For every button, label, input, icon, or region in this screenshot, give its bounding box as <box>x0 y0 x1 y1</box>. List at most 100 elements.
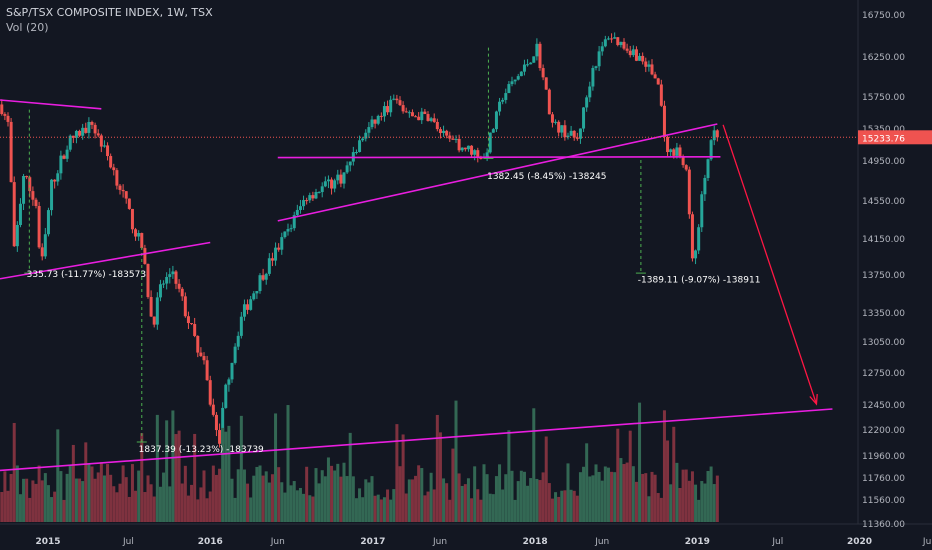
candle-down <box>106 145 110 157</box>
volume-indicator-label[interactable]: Vol (20) <box>6 21 49 34</box>
volume-bar <box>193 433 197 522</box>
time-tick-label: 2016 <box>198 537 223 547</box>
price-tick-label: 16750.00 <box>862 11 905 21</box>
candle-up <box>485 152 489 158</box>
volume-bar <box>46 485 50 522</box>
volume-bar <box>687 480 691 522</box>
candle-up <box>239 316 243 336</box>
volume-bar <box>697 499 701 522</box>
candle-down <box>634 49 638 61</box>
volume-bar <box>641 473 645 522</box>
volume-bar <box>74 478 78 522</box>
volume-bar <box>526 485 530 522</box>
volume-bar <box>180 483 184 522</box>
volume-bar <box>488 493 492 522</box>
candle-up <box>606 38 610 40</box>
candle-down <box>330 179 334 189</box>
volume-bar <box>286 405 290 522</box>
price-tick-label: 14550.00 <box>862 197 905 207</box>
volume-bar <box>81 481 85 522</box>
price-tick-label: 11360.00 <box>862 520 905 530</box>
candle-up <box>669 149 673 153</box>
volume-bar <box>56 429 60 522</box>
candle-down <box>715 130 719 138</box>
volume-bar <box>386 489 390 522</box>
candle-up <box>162 283 166 285</box>
candle-up <box>280 237 284 250</box>
volume-bar <box>709 466 713 522</box>
candle-up <box>591 67 595 87</box>
candle-up <box>638 55 642 61</box>
volume-bar <box>258 465 262 522</box>
volume-bar <box>196 499 200 522</box>
price-tick-label: 16250.00 <box>862 53 905 63</box>
candle-up <box>342 172 346 184</box>
volume-bar <box>202 470 206 522</box>
volume-bar <box>460 485 464 522</box>
volume-bar <box>451 448 455 522</box>
time-tick-label: Jul <box>771 537 783 547</box>
volume-bar <box>678 487 682 522</box>
volume-bar <box>610 471 614 522</box>
volume-bar <box>395 424 399 522</box>
candle-down <box>118 185 122 190</box>
candle-up <box>43 234 47 257</box>
candle-up <box>504 93 508 100</box>
volume-bar <box>470 498 474 522</box>
candle-down <box>180 288 184 297</box>
volume-bar <box>320 470 324 522</box>
candle-down <box>183 296 187 317</box>
time-tick-label: Jun <box>594 537 609 547</box>
candle-down <box>208 380 212 405</box>
volume-bar <box>37 465 41 522</box>
candle-down <box>544 77 548 90</box>
candle-up <box>358 140 362 153</box>
volume-bar <box>557 496 561 522</box>
volume-bar <box>597 471 601 522</box>
volume-bar <box>582 466 586 522</box>
volume-bar <box>246 483 250 522</box>
volume-bar <box>423 495 427 522</box>
volume-bar <box>134 490 138 522</box>
candle-down <box>112 167 116 171</box>
volume-bar <box>171 410 175 522</box>
volume-bar <box>124 477 128 522</box>
volume-bar <box>28 497 32 522</box>
candle-down <box>37 206 41 248</box>
volume-bar <box>90 466 94 522</box>
candle-up <box>519 71 523 77</box>
volume-bar <box>162 472 166 522</box>
volume-bar <box>659 497 663 522</box>
volume-bar <box>102 475 106 522</box>
volume-bar <box>115 492 119 522</box>
candle-down <box>93 124 97 134</box>
volume-bar <box>634 481 638 522</box>
candle-down <box>398 100 402 106</box>
volume-bar <box>99 462 103 522</box>
last-price-tag <box>858 130 932 145</box>
candle-down <box>190 323 194 325</box>
price-tick-label: 11560.00 <box>862 496 905 506</box>
volume-bar <box>563 490 567 522</box>
volume-bar <box>348 432 352 522</box>
price-tick-label: 15350.00 <box>862 125 905 135</box>
volume-bar <box>538 480 542 522</box>
candle-up <box>712 130 716 141</box>
candle-up <box>600 46 604 52</box>
price-tick-label: 11760.00 <box>862 474 905 484</box>
trendline <box>277 156 721 159</box>
candle-up <box>420 111 424 121</box>
candle-down <box>653 74 657 79</box>
candle-down <box>563 125 567 138</box>
volume-bar <box>420 468 424 522</box>
candle-down <box>121 189 125 192</box>
volume-bar <box>370 476 374 522</box>
last-price-value: 15233.76 <box>862 134 905 144</box>
candle-down <box>9 121 13 183</box>
candle-down <box>386 106 390 113</box>
volume-bar <box>218 468 222 522</box>
volume-bar <box>522 471 526 522</box>
candle-down <box>432 118 436 122</box>
volume-bar <box>529 478 533 522</box>
time-tick-label: Jun <box>432 537 447 547</box>
